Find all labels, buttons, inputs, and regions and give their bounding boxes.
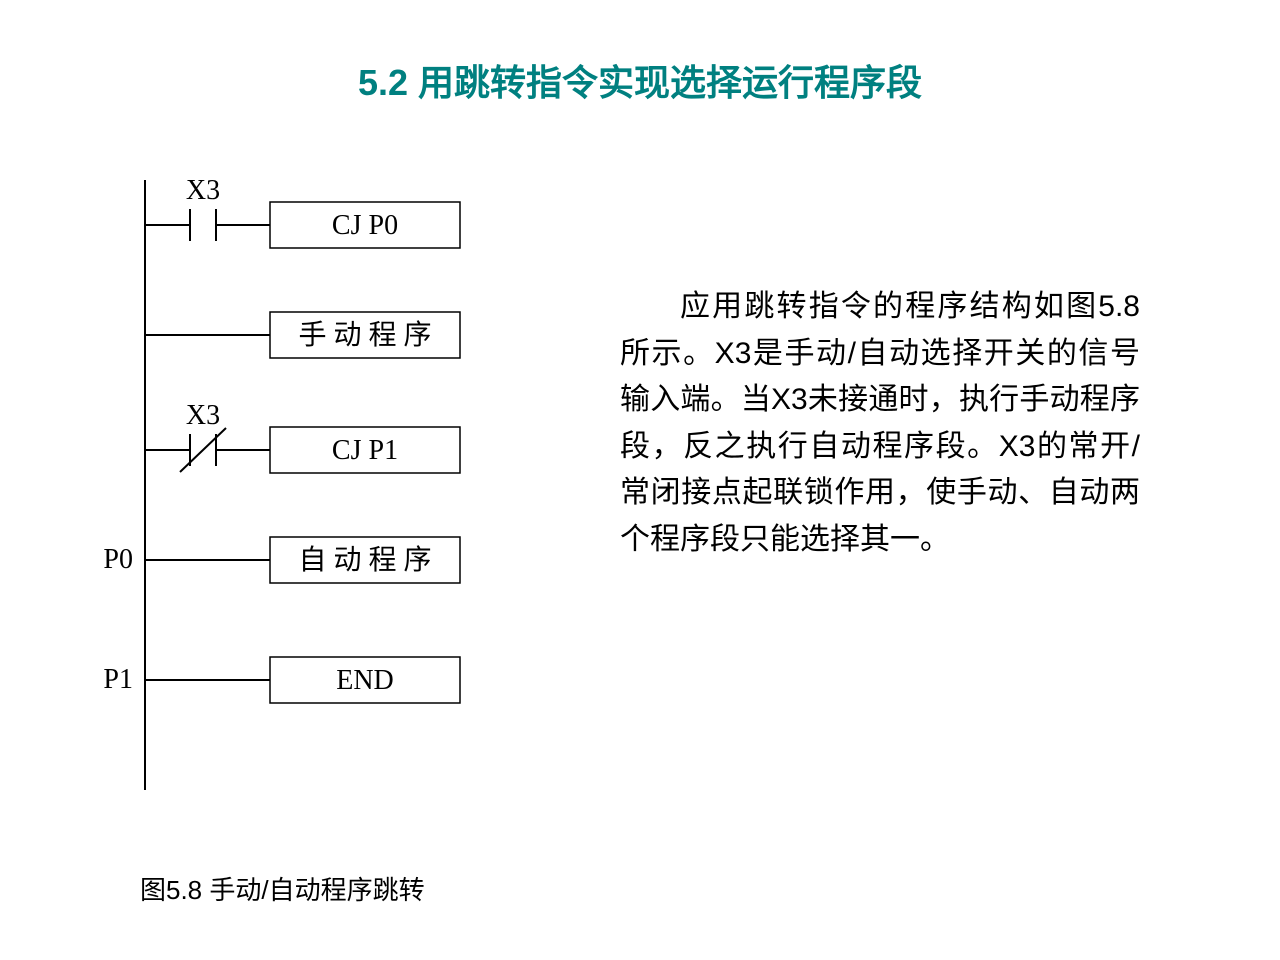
svg-text:X3: X3 (186, 400, 220, 431)
svg-text:手 动 程 序: 手 动 程 序 (298, 319, 431, 351)
body-paragraph: 应用跳转指令的程序结构如图5.8所示。X3是手动/自动选择开关的信号输入端。当X… (620, 284, 1140, 563)
svg-text:X3: X3 (186, 175, 220, 206)
figure-caption: 图5.8 手动/自动程序跳转 (140, 870, 425, 907)
svg-text:CJ P1: CJ P1 (332, 435, 398, 466)
svg-text:CJ P0: CJ P0 (332, 210, 398, 241)
ladder-diagram: X3 CJ P0 手 动 程 序 X3 CJ P1 P0 自 动 程 序 P1 END (100, 150, 500, 800)
ladder-svg: X3 CJ P0 手 动 程 序 X3 CJ P1 P0 自 动 程 序 P1 END (100, 150, 500, 810)
svg-text:P0: P0 (103, 544, 133, 575)
svg-text:自 动 程 序: 自 动 程 序 (298, 544, 431, 576)
section-title: 5.2 用跳转指令实现选择运行程序段 (0, 54, 1280, 106)
svg-text:END: END (336, 665, 394, 696)
svg-text:P1: P1 (103, 664, 133, 695)
